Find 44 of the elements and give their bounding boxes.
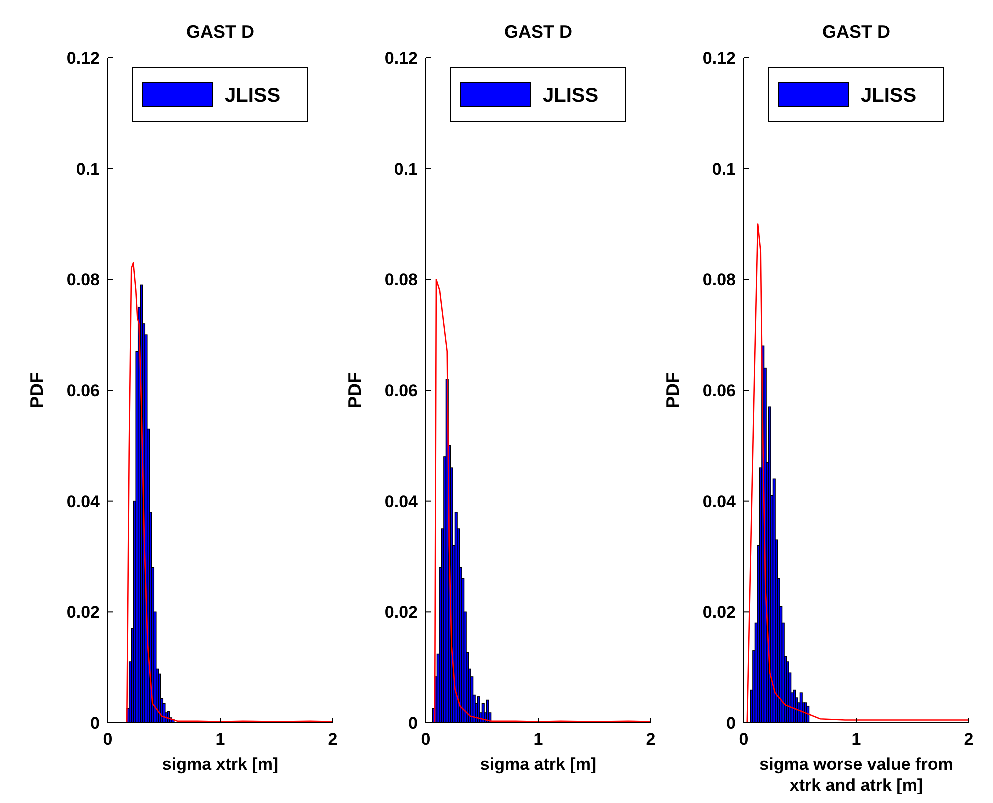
y-tick-label: 0.1 [394, 160, 418, 179]
y-tick-label: 0 [408, 714, 418, 733]
y-tick-label: 0 [726, 714, 736, 733]
legend-label: JLISS [543, 85, 599, 107]
chart-title: GAST D [822, 22, 891, 42]
x-tick-label: 1 [216, 730, 226, 749]
chart-title: GAST D [504, 22, 573, 42]
line-series [126, 262, 334, 724]
y-tick-label: 0.04 [384, 492, 419, 512]
y-axis-title: PDF [663, 372, 683, 408]
y-tick-label: 0.1 [76, 160, 100, 179]
y-tick-label: 0.04 [702, 492, 737, 512]
legend-label: JLISS [861, 85, 917, 107]
y-tick-label: 0.02 [66, 603, 100, 622]
x-axis-title: sigma worse value from xtrk and atrk [m] [760, 755, 954, 795]
x-tick-label: 1 [852, 730, 862, 749]
x-tick-label: 0 [421, 730, 431, 749]
x-tick-label: 2 [646, 730, 656, 749]
y-tick-label: 0.12 [66, 49, 100, 68]
x-tick-label: 0 [739, 730, 749, 749]
y-tick-label: 0.02 [384, 603, 418, 622]
y-tick-label: 0.08 [384, 270, 418, 290]
y-tick-label: 0.06 [66, 382, 100, 400]
y-tick-label: 0.06 [384, 382, 418, 400]
y-tick-label: 0.12 [702, 49, 736, 68]
x-tick-label: 2 [964, 730, 974, 749]
chart-title: GAST D [186, 22, 255, 42]
y-tick-label: 0.12 [384, 49, 418, 68]
y-tick-label: 0.1 [712, 160, 736, 179]
x-tick-label: 2 [328, 730, 338, 749]
line-series [746, 224, 970, 724]
y-tick-label: 0.06 [702, 382, 736, 400]
y-tick-label: 0.04 [66, 492, 101, 512]
y-tick-label: 0 [90, 714, 100, 733]
y-tick-label: 0.02 [702, 603, 736, 622]
legend-label: JLISS [225, 85, 281, 107]
x-axis-title: sigma atrk [m] [480, 755, 597, 774]
y-tick-label: 0.08 [66, 270, 100, 290]
y-tick-label: 0.08 [702, 270, 736, 290]
y-axis-title: PDF [345, 372, 365, 408]
y-axis-title: PDF [27, 372, 47, 408]
x-tick-label: 1 [534, 730, 544, 749]
x-tick-label: 0 [103, 730, 113, 749]
x-axis-title: sigma xtrk [m] [162, 755, 279, 774]
